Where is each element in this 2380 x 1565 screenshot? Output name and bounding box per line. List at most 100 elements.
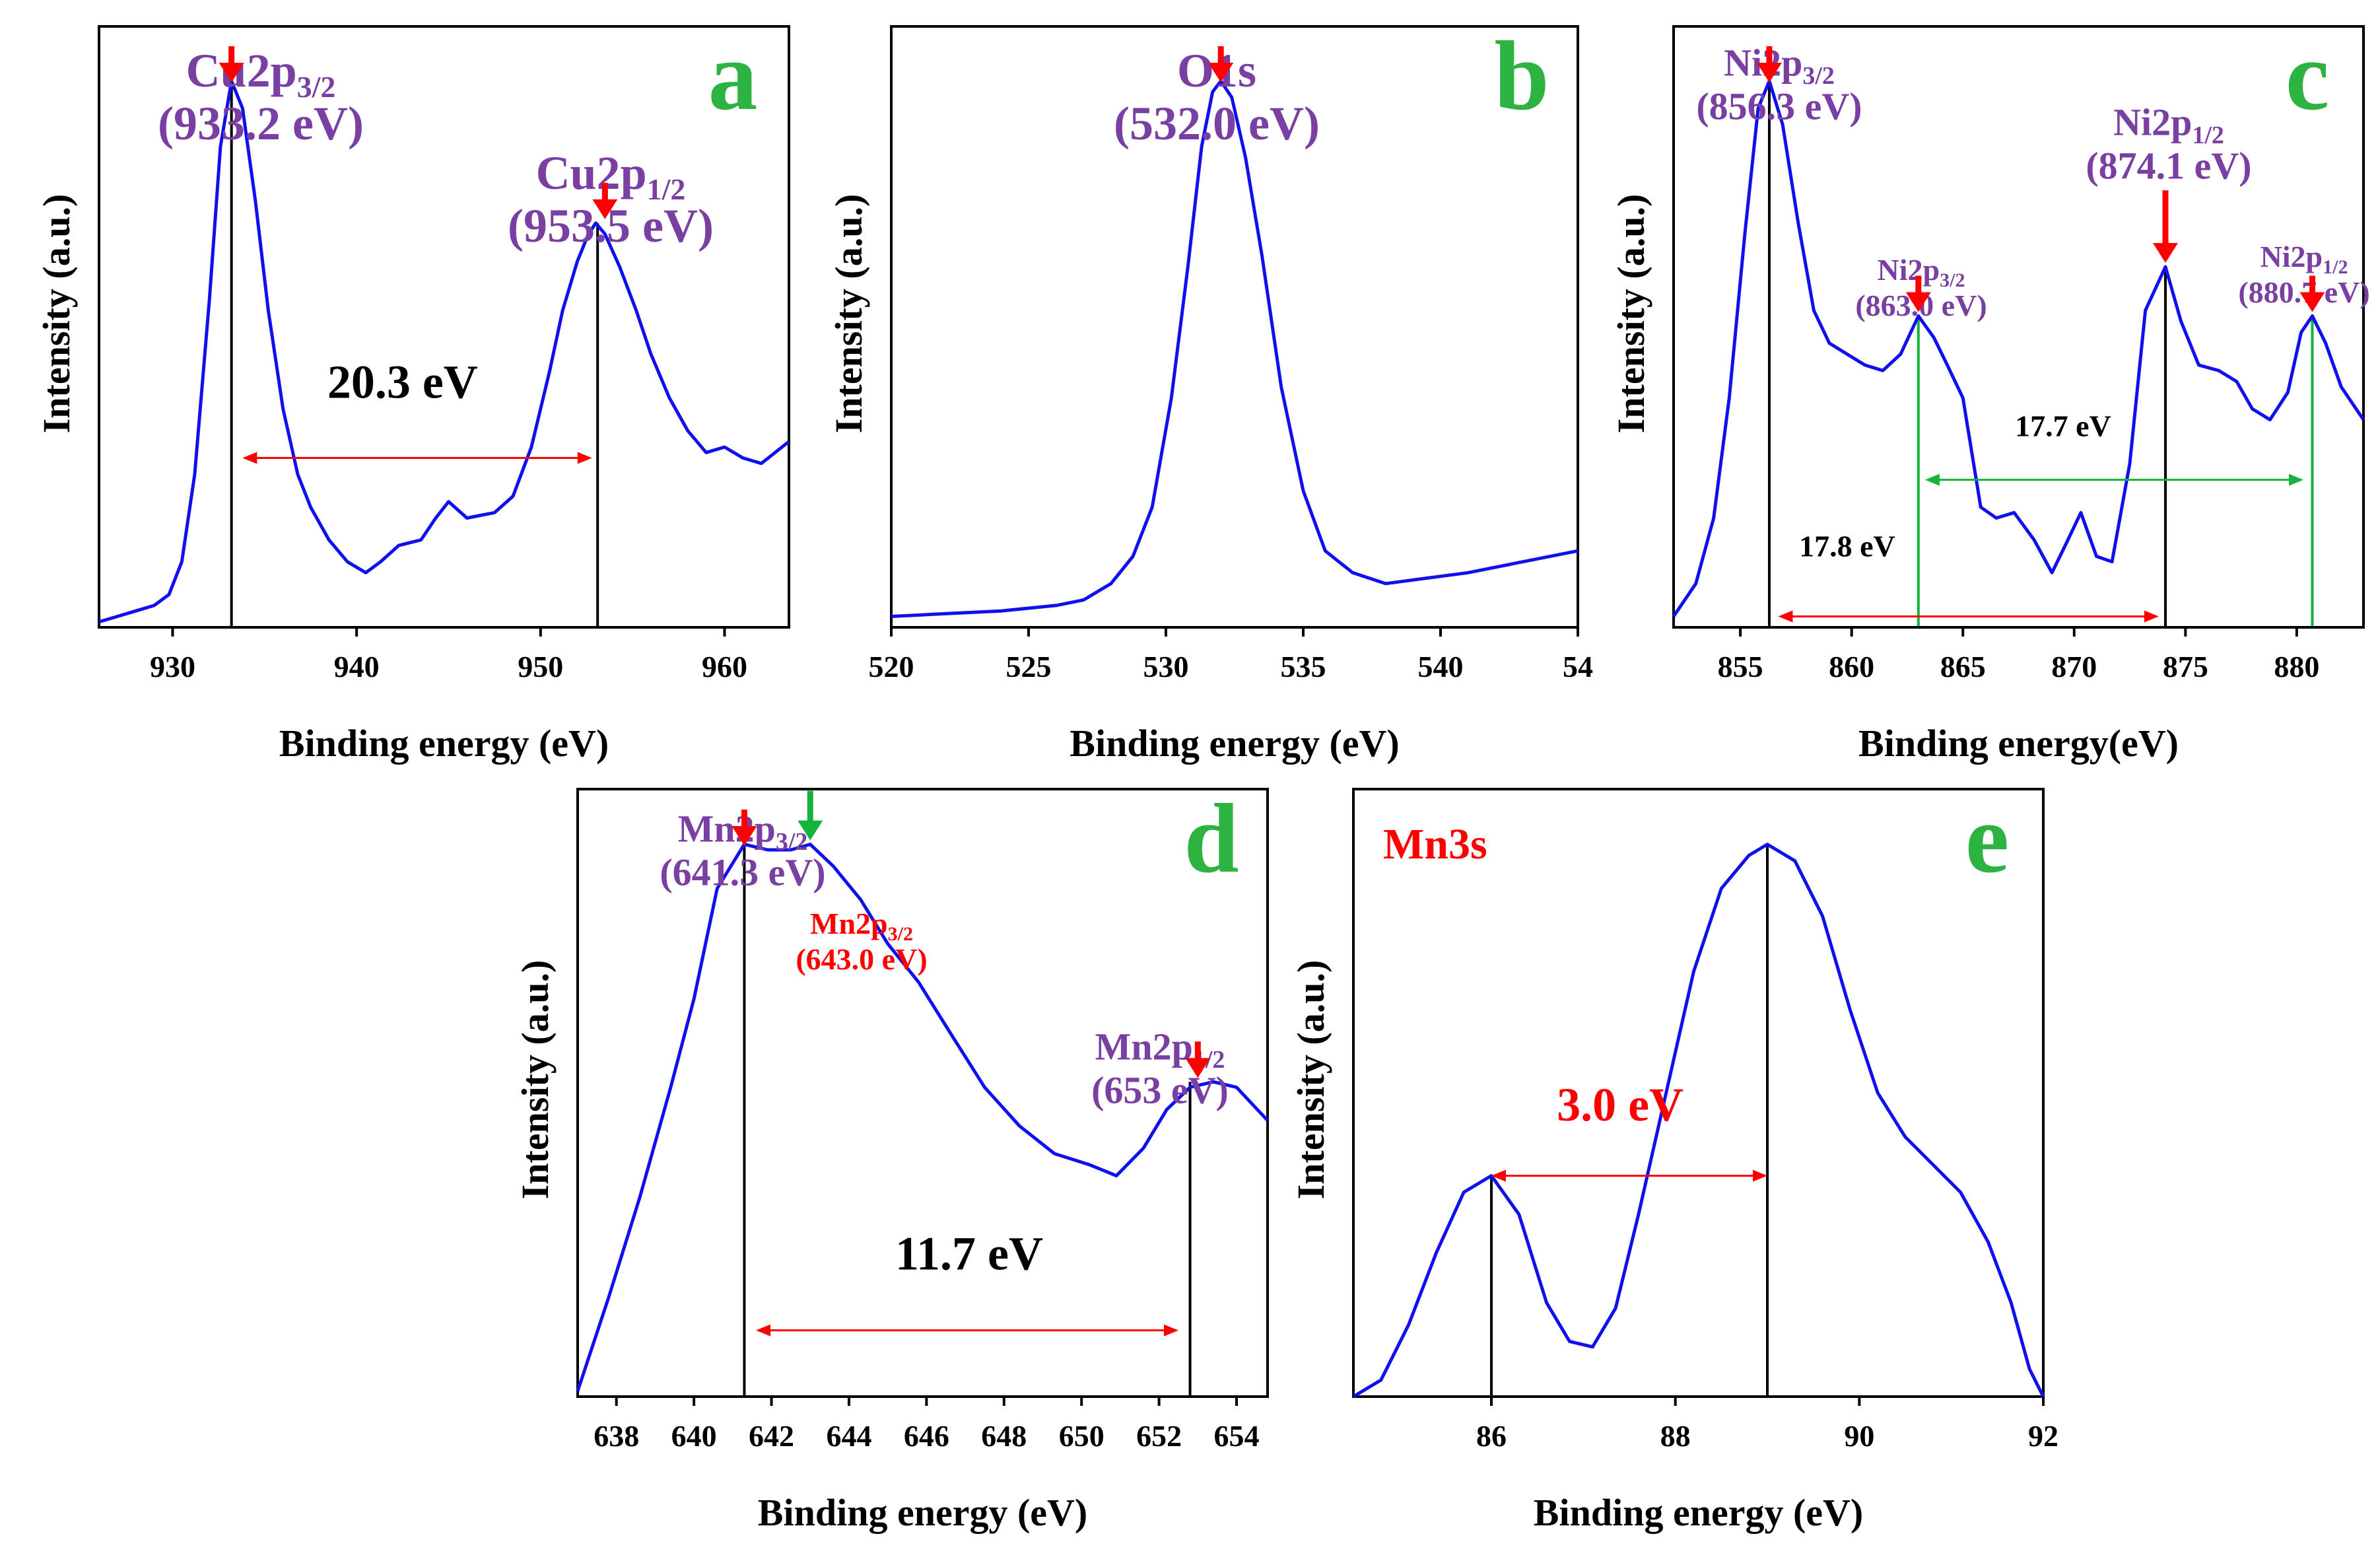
marker-arrow-head (219, 63, 244, 83)
x-tick-label: 525 (1006, 650, 1052, 683)
spectrum-line (891, 79, 1579, 618)
separation-arrow-head-left (1491, 1169, 1506, 1182)
plot-frame (1352, 788, 2045, 1398)
x-axis-label: Binding energy(eV) (1858, 722, 2179, 765)
peak-label-name: Cu2p1/2 (536, 147, 686, 206)
panel-a: 930 940 950 960 Binding energy (eV) Intensity… (35, 21, 790, 765)
x-axis-label: Binding energy (eV) (758, 1491, 1087, 1534)
y-axis-label: Intensity (a.u.) (827, 194, 870, 434)
panel-c: 855 860 865 870 875 880 Binding energy(eV) Inte… (1610, 21, 2370, 765)
y-axis-label: Intensity (a.u.) (1610, 194, 1652, 434)
x-tick-label: 86 (1476, 1419, 1507, 1453)
x-tick-label: 855 (1718, 650, 1763, 683)
x-tick-label: 650 (1059, 1419, 1105, 1453)
panel-b: 520 525 530 535 540 54 Binding energy (eV) Inte… (827, 21, 1593, 765)
x-tick-label: 90 (1844, 1419, 1874, 1453)
marker-arrow-head (1756, 63, 1782, 83)
x-tick-label: 860 (1829, 650, 1874, 683)
marker-arrow-head (798, 820, 823, 841)
panel-letter: e (1965, 784, 2010, 893)
x-tick-label: 652 (1136, 1419, 1182, 1453)
peak-label-value: (933.2 eV) (158, 97, 364, 150)
spectrum-line (1672, 79, 2365, 617)
x-axis-label: Binding energy (eV) (279, 722, 609, 765)
x-tick-label: 870 (2051, 650, 2097, 683)
marker-arrow-head (2299, 292, 2325, 312)
peak-label-value: (653 eV) (1091, 1068, 1229, 1111)
x-tick-label: 940 (334, 650, 380, 683)
x-tick-label: 92 (2028, 1419, 2058, 1453)
x-tick-label: 950 (518, 650, 563, 683)
plot-frame (576, 788, 1269, 1398)
separation-arrow-head-left (756, 1324, 771, 1337)
peak-label-name: Ni2p1/2 (2113, 100, 2224, 149)
y-axis-label: Intensity (a.u.) (35, 194, 78, 434)
peak-label-name: Mn2p3/2 (810, 907, 913, 945)
separation-arrow-head-left (1924, 473, 1940, 486)
spectrum-line (576, 843, 1269, 1392)
peak-label-name: Ni2p3/2 (1724, 41, 1835, 90)
panel-d: 638 640 642 644 646 648 650 652 654 Binding energ… (514, 784, 1269, 1534)
peak-label-value: (856.3 eV) (1696, 85, 1862, 127)
x-tick-label: 865 (1940, 650, 1986, 683)
x-tick-label: 880 (2274, 650, 2319, 683)
y-axis-label: Intensity (a.u.) (514, 960, 557, 1200)
x-tick-label: 638 (594, 1419, 639, 1453)
spectrum-line (98, 79, 790, 624)
separation-label: 17.8 eV (1799, 529, 1895, 563)
peak-label-value: (641.3 eV) (660, 851, 825, 893)
separation-arrow-head-right (2288, 473, 2303, 486)
x-axis-label: Binding energy (eV) (1534, 1491, 1863, 1534)
peak-label-name: Ni2p1/2 (2261, 240, 2348, 278)
plot-frame (890, 25, 1579, 629)
marker-arrow-head (731, 826, 757, 846)
x-tick-label: 875 (2163, 650, 2208, 683)
peak-label-name: Cu2p3/2 (186, 44, 336, 104)
separation-arrow-head-right (577, 452, 592, 464)
y-axis-label: Intensity (a.u.) (1289, 960, 1332, 1200)
x-tick-label: 88 (1660, 1419, 1691, 1453)
separation-label: 3.0 eV (1557, 1078, 1683, 1131)
x-tick-label: 640 (671, 1419, 717, 1453)
x-tick-label: 535 (1281, 650, 1326, 683)
x-tick-label: 642 (749, 1419, 794, 1453)
peak-label-name: Ni2p3/2 (1878, 253, 1965, 291)
spectrum-line (1352, 843, 2045, 1399)
marker-arrow-head (1208, 63, 1234, 83)
x-tick-label: 648 (981, 1419, 1027, 1453)
panel-title: Mn3s (1383, 820, 1487, 868)
x-tick-label: 644 (826, 1419, 871, 1453)
plot-frame (98, 25, 790, 629)
x-tick-label: 654 (1214, 1419, 1260, 1453)
panel-letter: d (1184, 784, 1239, 893)
x-tick-label: 530 (1143, 650, 1189, 683)
peak-label-value: (874.1 eV) (2086, 144, 2251, 187)
marker-arrow-head (1185, 1058, 1211, 1078)
marker-arrow-head (1905, 292, 1931, 312)
separation-arrow-head-right (2144, 610, 2159, 623)
peak-label-name: Mn2p1/2 (1095, 1025, 1225, 1074)
x-tick-label: 540 (1418, 650, 1464, 683)
x-tick-label: 960 (702, 650, 747, 683)
panel-e: 86 88 90 92 Binding energy (eV) Intensity (a.… (1289, 784, 2058, 1534)
x-tick-label: 520 (869, 650, 914, 683)
separation-arrow-head-left (242, 452, 257, 464)
peak-label-name: Mn2p3/2 (678, 807, 808, 856)
peak-label-value: (532.0 eV) (1114, 97, 1320, 150)
marker-arrow-head (592, 199, 618, 219)
separation-label: 17.7 eV (2015, 409, 2111, 442)
x-axis-label: Binding energy (eV) (1070, 722, 1399, 765)
separation-arrow-head-right (1163, 1324, 1178, 1337)
panel-letter: b (1494, 21, 1549, 131)
separation-arrow-head-left (1778, 610, 1793, 623)
panel-letter: c (2286, 21, 2330, 131)
x-tick-label: 930 (150, 650, 195, 683)
separation-arrow-head-right (1753, 1169, 1767, 1182)
plot-frame (1672, 25, 2365, 629)
separation-label: 11.7 eV (895, 1228, 1043, 1280)
x-tick-label: 646 (904, 1419, 949, 1453)
marker-arrow-head (2152, 243, 2178, 263)
peak-label-value: (643.0 eV) (796, 942, 927, 976)
x-tick-label: 54 (1563, 650, 1593, 683)
